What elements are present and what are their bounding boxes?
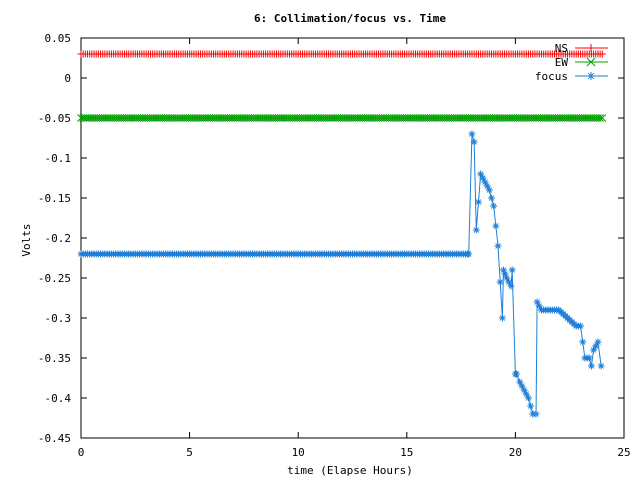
data-point: [512, 370, 520, 378]
data-point: [490, 202, 498, 210]
data-point: [507, 282, 515, 290]
data-point: [533, 298, 541, 306]
x-axis-label: time (Elapse Hours): [287, 464, 413, 477]
data-point: [524, 394, 532, 402]
y-tick-label: -0.05: [38, 112, 71, 125]
legend-marker-focus: [587, 72, 595, 80]
data-point: [483, 182, 491, 190]
data-point: [503, 274, 511, 282]
data-point: [596, 114, 604, 122]
data-point: [598, 114, 607, 122]
y-tick-label: 0: [64, 72, 71, 85]
data-point: [594, 338, 602, 346]
y-tick-label: -0.15: [38, 192, 71, 205]
legend-label-focus: focus: [535, 70, 568, 83]
y-tick-label: -0.2: [45, 232, 72, 245]
y-tick-label: -0.45: [38, 432, 71, 445]
legend-label-ns: NS: [555, 42, 568, 55]
data-point: [468, 130, 476, 138]
data-point: [470, 138, 478, 146]
x-tick-label: 15: [400, 446, 413, 459]
data-point: [522, 390, 530, 398]
legend-marker-ns: [587, 44, 595, 52]
data-point: [518, 382, 526, 390]
data-point: [516, 378, 524, 386]
legend-label-ew: EW: [555, 56, 569, 69]
data-point: [494, 242, 502, 250]
x-tick-label: 25: [617, 446, 630, 459]
legend-marker-ew: [586, 57, 596, 67]
y-tick-label: -0.4: [45, 392, 72, 405]
x-tick-label: 20: [509, 446, 522, 459]
y-tick-label: -0.25: [38, 272, 71, 285]
axes: 0 5 10 15 20 25 0.05 0 -0.05 -0.1 -0.15 -0.2 -0.25 -0…: [38, 32, 631, 459]
series-focus: [77, 130, 605, 418]
data-point: [472, 226, 480, 234]
data-point: [527, 402, 535, 410]
data-point: [590, 346, 598, 354]
data-point: [535, 302, 543, 310]
data-point: [496, 278, 504, 286]
data-point: [492, 222, 500, 230]
data-point: [498, 314, 506, 322]
x-tick-label: 0: [78, 446, 85, 459]
data-point: [579, 338, 587, 346]
data-point: [597, 362, 605, 370]
x-tick-label: 10: [292, 446, 305, 459]
y-tick-label: -0.3: [45, 312, 72, 325]
data-point: [479, 174, 487, 182]
data-point: [477, 170, 485, 178]
data-point: [465, 250, 473, 258]
data-point: [505, 278, 513, 286]
chart-title: 6: Collimation/focus vs. Time: [254, 12, 446, 25]
series-ns: [77, 50, 606, 58]
y-axis-label: Volts: [20, 223, 33, 256]
y-tick-label: 0.05: [45, 32, 72, 45]
data-point: [585, 354, 593, 362]
data-point: [592, 342, 600, 350]
plot-area: [77, 50, 607, 418]
data-point: [577, 322, 585, 330]
data-point: [501, 270, 509, 278]
x-tick-label: 5: [186, 446, 193, 459]
data-point: [532, 410, 540, 418]
data-point: [508, 266, 516, 274]
data-point: [499, 266, 507, 274]
data-point: [520, 386, 528, 394]
data-point: [587, 362, 595, 370]
series-line-focus: [81, 133, 602, 415]
data-point: [488, 194, 496, 202]
data-point: [598, 50, 606, 58]
y-tick-label: -0.35: [38, 352, 71, 365]
data-point: [485, 186, 493, 194]
data-point: [481, 178, 489, 186]
y-tick-label: -0.1: [45, 152, 72, 165]
series-ew: [77, 114, 607, 122]
data-point: [474, 198, 482, 206]
